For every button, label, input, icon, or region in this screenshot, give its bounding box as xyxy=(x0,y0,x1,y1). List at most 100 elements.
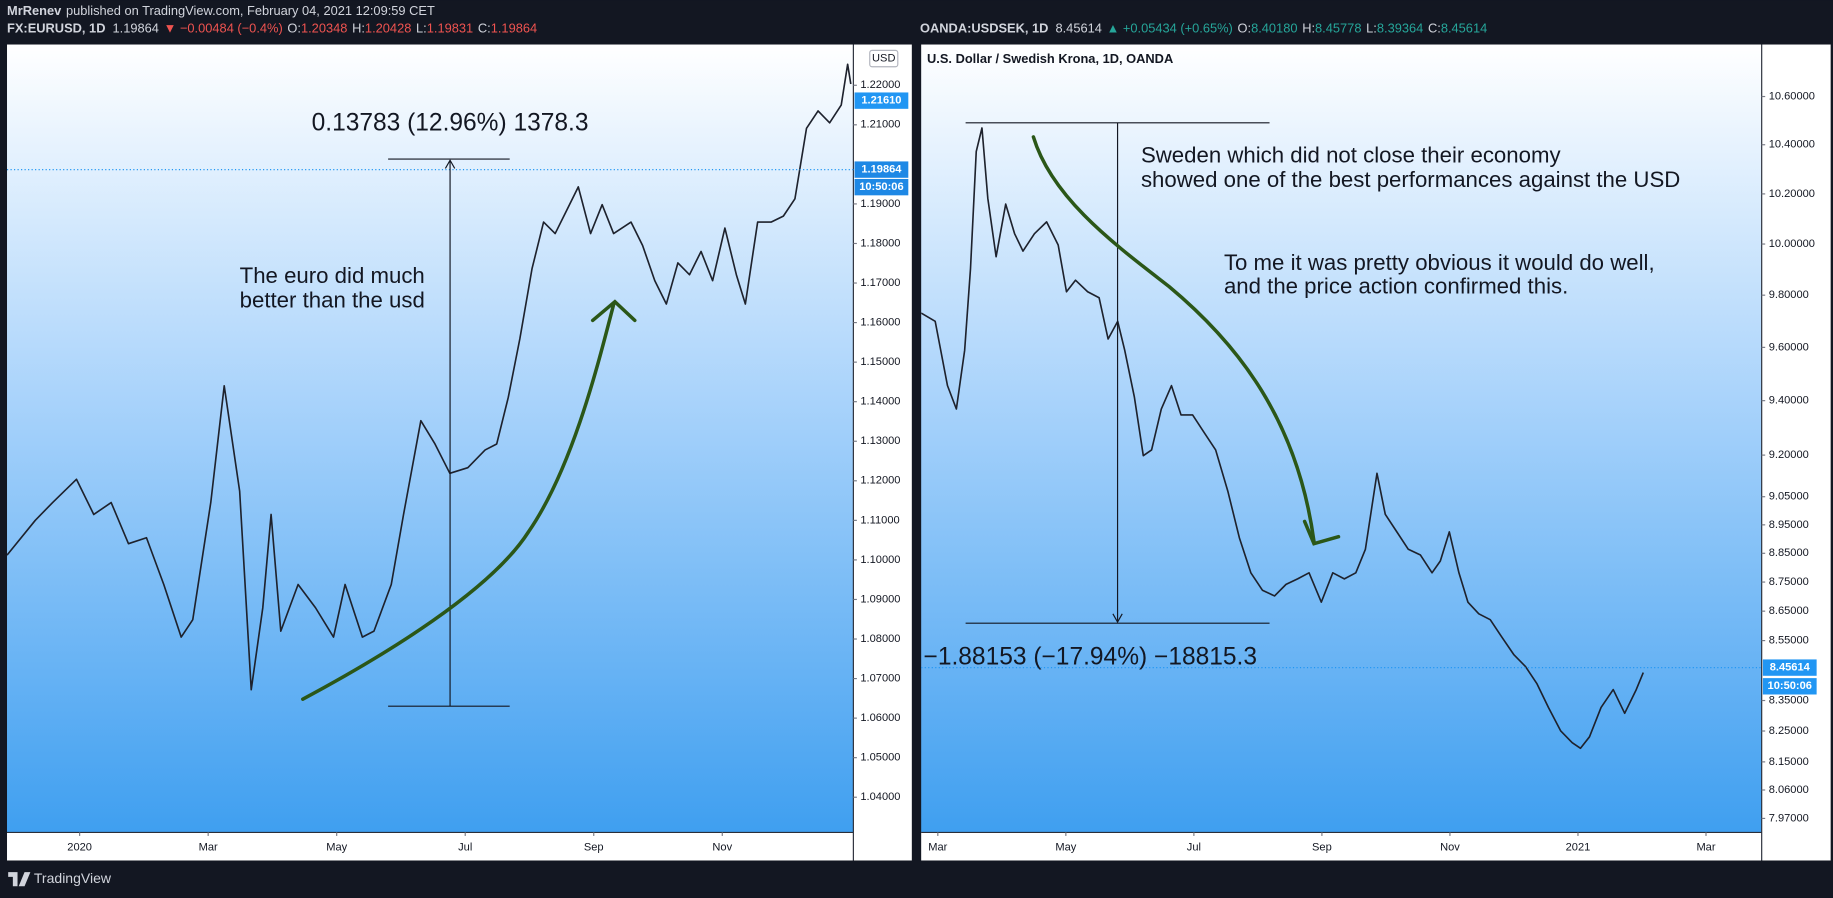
y-tick-label: 1.22000 xyxy=(860,79,900,91)
y-tick-label: 1.16000 xyxy=(860,317,900,329)
time-axis xyxy=(7,832,854,861)
y-tick-label: 1.12000 xyxy=(860,475,900,487)
countdown-tag xyxy=(1762,678,1817,695)
ohlc-key: O: xyxy=(287,21,301,36)
y-tick-label: 1.19000 xyxy=(860,198,900,210)
symbol: FX:EURUSD, 1D xyxy=(7,21,105,36)
y-tick-label: 7.97000 xyxy=(1769,812,1809,824)
ohlc-key: L: xyxy=(1366,21,1377,36)
y-tick-label: 1.08000 xyxy=(860,633,900,645)
ohlc-value: 8.39364 xyxy=(1377,21,1423,36)
drawn-arrow xyxy=(1031,135,1341,546)
y-tick-label: 1.13000 xyxy=(860,435,900,447)
y-tick-label: 8.35000 xyxy=(1769,694,1809,706)
plot-area xyxy=(921,44,1762,833)
measure-tool xyxy=(388,158,510,707)
y-tick-label: 9.05000 xyxy=(1769,491,1809,503)
x-tick-label: Mar xyxy=(1696,842,1715,854)
y-tick-label: 1.17000 xyxy=(860,277,900,289)
y-tick-label: 8.06000 xyxy=(1769,784,1809,796)
note: better than the usd xyxy=(240,288,425,313)
brand: TradingView xyxy=(34,870,112,886)
y-tick-label: 8.95000 xyxy=(1769,519,1809,531)
symbol: OANDA:USDSEK, 1D xyxy=(920,21,1048,36)
measure-label: −1.88153 (−17.94%) −18815.3 xyxy=(924,644,1258,671)
y-tick-label: 10.20000 xyxy=(1769,188,1815,200)
countdown-label: 10:50:06 xyxy=(1768,680,1812,692)
x-tick-label: Jul xyxy=(458,842,472,854)
x-tick-label: Jul xyxy=(1187,842,1201,854)
y-tick-label: 1.09000 xyxy=(860,593,900,605)
ohlc-value: 8.45778 xyxy=(1315,21,1361,36)
drawn-arrow xyxy=(301,299,637,701)
y-tick-label: 1.10000 xyxy=(860,554,900,566)
x-tick-label: Mar xyxy=(928,842,947,854)
y-tick-label: 10.00000 xyxy=(1769,238,1815,250)
y-tick-label: 1.14000 xyxy=(860,396,900,408)
y-tick-label: 1.05000 xyxy=(860,752,900,764)
ohlc-value: 8.45614 xyxy=(1441,21,1487,36)
chart-title: U.S. Dollar / Swedish Krona, 1D, OANDA xyxy=(927,51,1173,66)
ohlc-key: C: xyxy=(1428,21,1441,36)
price-tag-label: 8.45614 xyxy=(1770,662,1811,674)
x-tick-label: Sep xyxy=(584,842,604,854)
x-tick-label: 2021 xyxy=(1566,842,1591,854)
countdown-tag xyxy=(854,178,909,196)
plot-area xyxy=(7,44,854,833)
author: MrRenev xyxy=(7,3,62,18)
y-tick-label: 10.60000 xyxy=(1769,90,1815,102)
y-tick-label: 8.55000 xyxy=(1769,635,1809,647)
x-tick-label: 2020 xyxy=(67,842,92,854)
measure-tool xyxy=(965,122,1270,624)
ohlc-key: O: xyxy=(1238,21,1252,36)
last-price: 1.19864 xyxy=(113,21,159,36)
y-tick-label: 1.06000 xyxy=(860,712,900,724)
published: published on TradingView.com, February 0… xyxy=(66,3,435,18)
price-tag xyxy=(854,92,909,109)
ohlc-key: L: xyxy=(416,21,427,36)
note: To me it was pretty obvious it would do … xyxy=(1224,250,1655,275)
x-tick-label: May xyxy=(1055,842,1076,854)
y-tick-label: 8.25000 xyxy=(1769,725,1809,737)
ohlc-key: H: xyxy=(352,21,365,36)
measure-label: 0.13783 (12.96%) 1378.3 xyxy=(312,110,589,137)
y-tick-label: 8.85000 xyxy=(1769,547,1809,559)
note: The euro did much xyxy=(240,263,425,288)
y-tick-label: 8.15000 xyxy=(1769,756,1809,768)
currency: USD xyxy=(872,52,895,64)
x-tick-label: Nov xyxy=(1440,842,1460,854)
y-tick-label: 9.40000 xyxy=(1769,395,1809,407)
change: ▼ −0.00484 (−0.4%) xyxy=(164,21,283,36)
ohlc-value: 1.19831 xyxy=(427,21,473,36)
y-tick-label: 1.07000 xyxy=(860,673,900,685)
publish-line: MrRenev published on TradingView.com, Feb… xyxy=(7,3,435,18)
price-line-series xyxy=(7,63,852,691)
y-tick-label: 8.75000 xyxy=(1769,576,1809,588)
y-tick-label: 1.21000 xyxy=(860,119,900,131)
y-tick-label: 1.18000 xyxy=(860,237,900,249)
x-tick-label: Mar xyxy=(199,842,218,854)
y-tick-label: 1.11000 xyxy=(860,514,899,526)
price-axis xyxy=(1761,44,1831,861)
ohlc-value: 1.20428 xyxy=(365,21,411,36)
y-tick-label: 9.20000 xyxy=(1769,449,1809,461)
symbol-legend: OANDA:USDSEK, 1D 8.45614 ▲ +0.05434 (+0.65… xyxy=(920,21,1487,36)
countdown-label: 10:50:06 xyxy=(859,181,903,193)
price-line-series xyxy=(921,127,1645,750)
x-tick-label: Nov xyxy=(712,842,732,854)
ohlc-value: 1.20348 xyxy=(301,21,347,36)
y-tick-label: 1.15000 xyxy=(860,356,900,368)
x-tick-label: Sep xyxy=(1312,842,1332,854)
currency-box xyxy=(869,49,899,68)
y-tick-label: 9.80000 xyxy=(1769,289,1809,301)
brand-logo xyxy=(8,872,31,887)
note: Sweden which did not close their economy xyxy=(1141,143,1562,168)
change: ▲ +0.05434 (+0.65%) xyxy=(1107,21,1233,36)
note: and the price action confirmed this. xyxy=(1224,274,1568,299)
symbol-legend: FX:EURUSD, 1D 1.19864 ▼ −0.00484 (−0.4%) O:… xyxy=(7,21,537,36)
ohlc-key: H: xyxy=(1302,21,1315,36)
price-tag-label: 1.19864 xyxy=(861,164,902,176)
price-tag xyxy=(854,161,909,178)
